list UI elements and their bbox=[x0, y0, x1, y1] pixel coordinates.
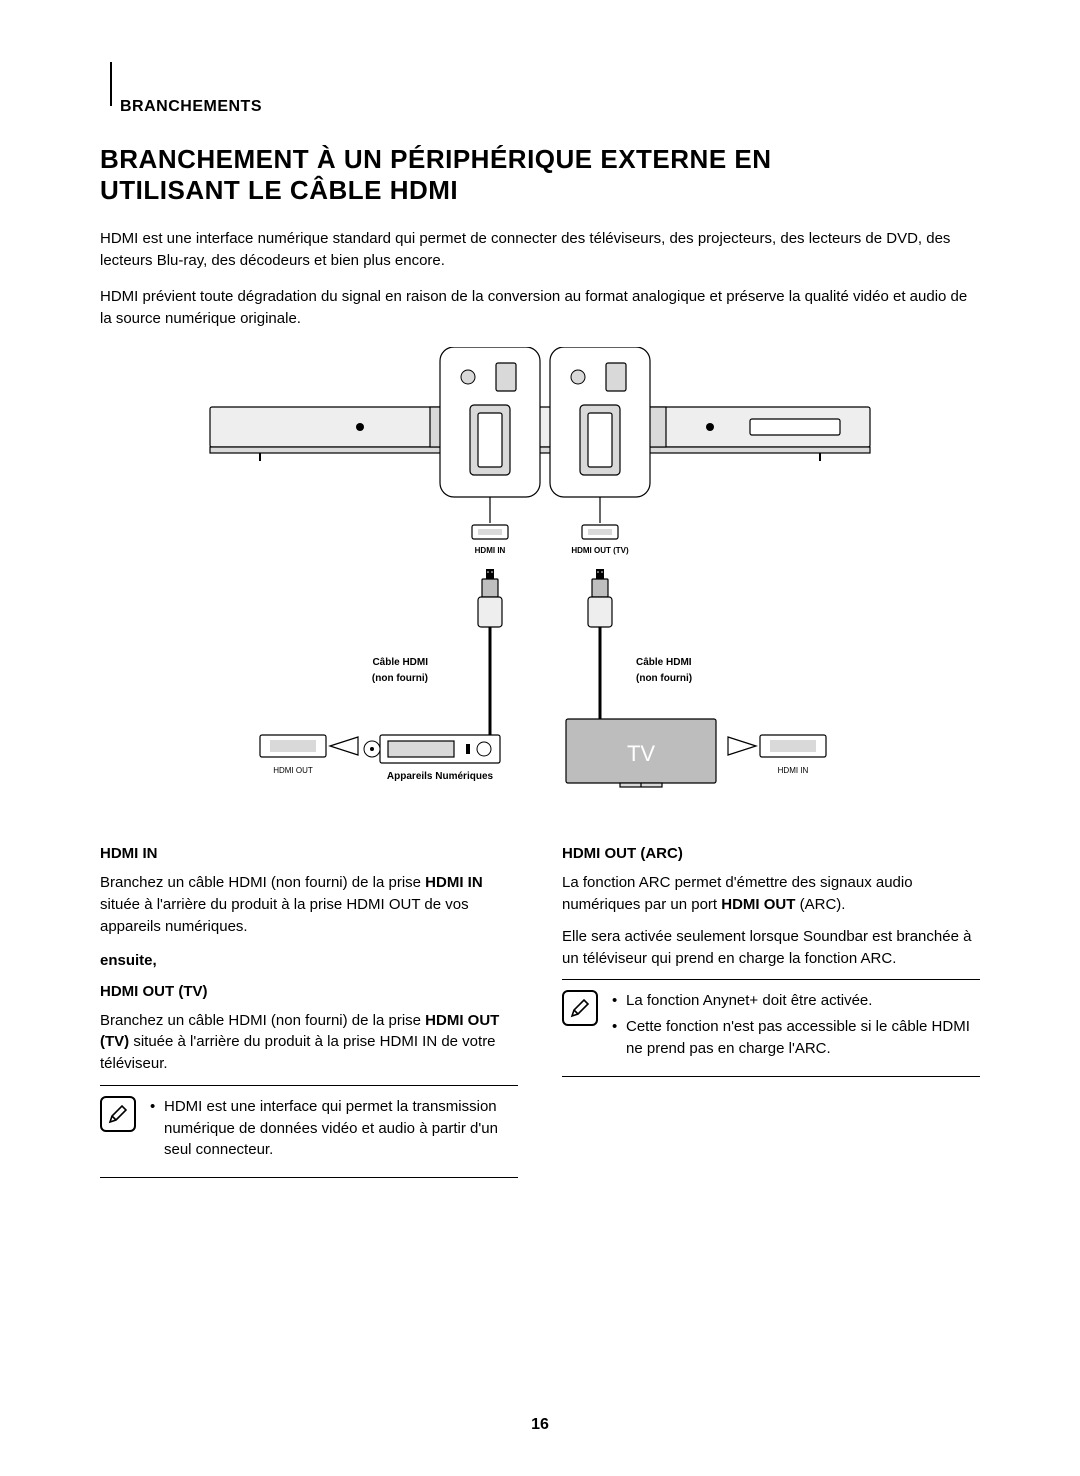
diagram-svg: HDMI IN HDMI OUT (TV) Câble HDMI (non fourn… bbox=[190, 347, 890, 807]
title-line-1: BRANCHEMENT À UN PÉRIPHÉRIQUE EXTERNE EN bbox=[100, 144, 772, 174]
connection-diagram: HDMI IN HDMI OUT (TV) Câble HDMI (non fourn… bbox=[100, 347, 980, 807]
para-hdmi-in-a: Branchez un câble HDMI (non fourni) de l… bbox=[100, 874, 425, 891]
para-arc-2: Elle sera activée seulement lorsque Soun… bbox=[562, 926, 980, 970]
note-right-item-1: La fonction Anynet+ doit être activée. bbox=[612, 990, 980, 1012]
header-rule bbox=[110, 62, 112, 106]
intro-paragraph-1: HDMI est une interface numérique standar… bbox=[100, 228, 980, 272]
svg-text:(non fourni): (non fourni) bbox=[372, 673, 428, 684]
note-right-item-2: Cette fonction n'est pas accessible si l… bbox=[612, 1016, 980, 1060]
para-arc-1: La fonction ARC permet d'émettre des sig… bbox=[562, 872, 980, 916]
note-right-list: La fonction Anynet+ doit être activée. C… bbox=[612, 990, 980, 1063]
svg-text:Câble HDMI: Câble HDMI bbox=[372, 657, 428, 668]
page-number: 16 bbox=[531, 1416, 549, 1434]
note-left: HDMI est une interface qui permet la tra… bbox=[100, 1085, 518, 1178]
heading-ensuite: ensuite, bbox=[100, 952, 518, 969]
svg-text:Câble HDMI: Câble HDMI bbox=[636, 657, 692, 668]
heading-hdmi-out-tv: HDMI OUT (TV) bbox=[100, 983, 518, 1000]
heading-hdmi-out-arc: HDMI OUT (ARC) bbox=[562, 845, 980, 862]
para-arc-1c: (ARC). bbox=[795, 896, 845, 913]
intro-paragraph-2: HDMI prévient toute dégradation du signa… bbox=[100, 286, 980, 330]
section-label: BRANCHEMENTS bbox=[120, 98, 980, 116]
para-hdmi-in-c: située à l'arrière du produit à la prise… bbox=[100, 896, 469, 935]
left-column: HDMI IN Branchez un câble HDMI (non four… bbox=[100, 831, 518, 1178]
svg-text:Appareils Numériques: Appareils Numériques bbox=[387, 771, 494, 782]
page-title: BRANCHEMENT À UN PÉRIPHÉRIQUE EXTERNE EN… bbox=[100, 144, 980, 206]
svg-text:HDMI OUT: HDMI OUT bbox=[273, 766, 313, 775]
note-right: La fonction Anynet+ doit être activée. C… bbox=[562, 979, 980, 1076]
para-hdmi-in-b: HDMI IN bbox=[425, 874, 483, 891]
heading-hdmi-in: HDMI IN bbox=[100, 845, 518, 862]
svg-text:HDMI IN: HDMI IN bbox=[475, 546, 506, 555]
svg-text:HDMI IN: HDMI IN bbox=[778, 766, 809, 775]
title-line-2: UTILISANT LE CÂBLE HDMI bbox=[100, 175, 458, 205]
pencil-icon bbox=[569, 997, 591, 1019]
para-hdmi-in: Branchez un câble HDMI (non fourni) de l… bbox=[100, 872, 518, 937]
para-hdmi-out-tv: Branchez un câble HDMI (non fourni) de l… bbox=[100, 1010, 518, 1075]
note-icon bbox=[100, 1096, 136, 1132]
svg-text:(non fourni): (non fourni) bbox=[636, 673, 692, 684]
svg-text:TV: TV bbox=[627, 741, 655, 766]
note-left-list: HDMI est une interface qui permet la tra… bbox=[150, 1096, 518, 1165]
svg-text:HDMI OUT (TV): HDMI OUT (TV) bbox=[571, 546, 629, 555]
note-icon bbox=[562, 990, 598, 1026]
para-arc-1b: HDMI OUT bbox=[721, 896, 795, 913]
para-hdmi-out-c: située à l'arrière du produit à la prise… bbox=[100, 1033, 496, 1072]
pencil-icon bbox=[107, 1103, 129, 1125]
right-column: HDMI OUT (ARC) La fonction ARC permet d'… bbox=[562, 831, 980, 1178]
para-hdmi-out-a: Branchez un câble HDMI (non fourni) de l… bbox=[100, 1012, 425, 1029]
note-left-item-1: HDMI est une interface qui permet la tra… bbox=[150, 1096, 518, 1161]
